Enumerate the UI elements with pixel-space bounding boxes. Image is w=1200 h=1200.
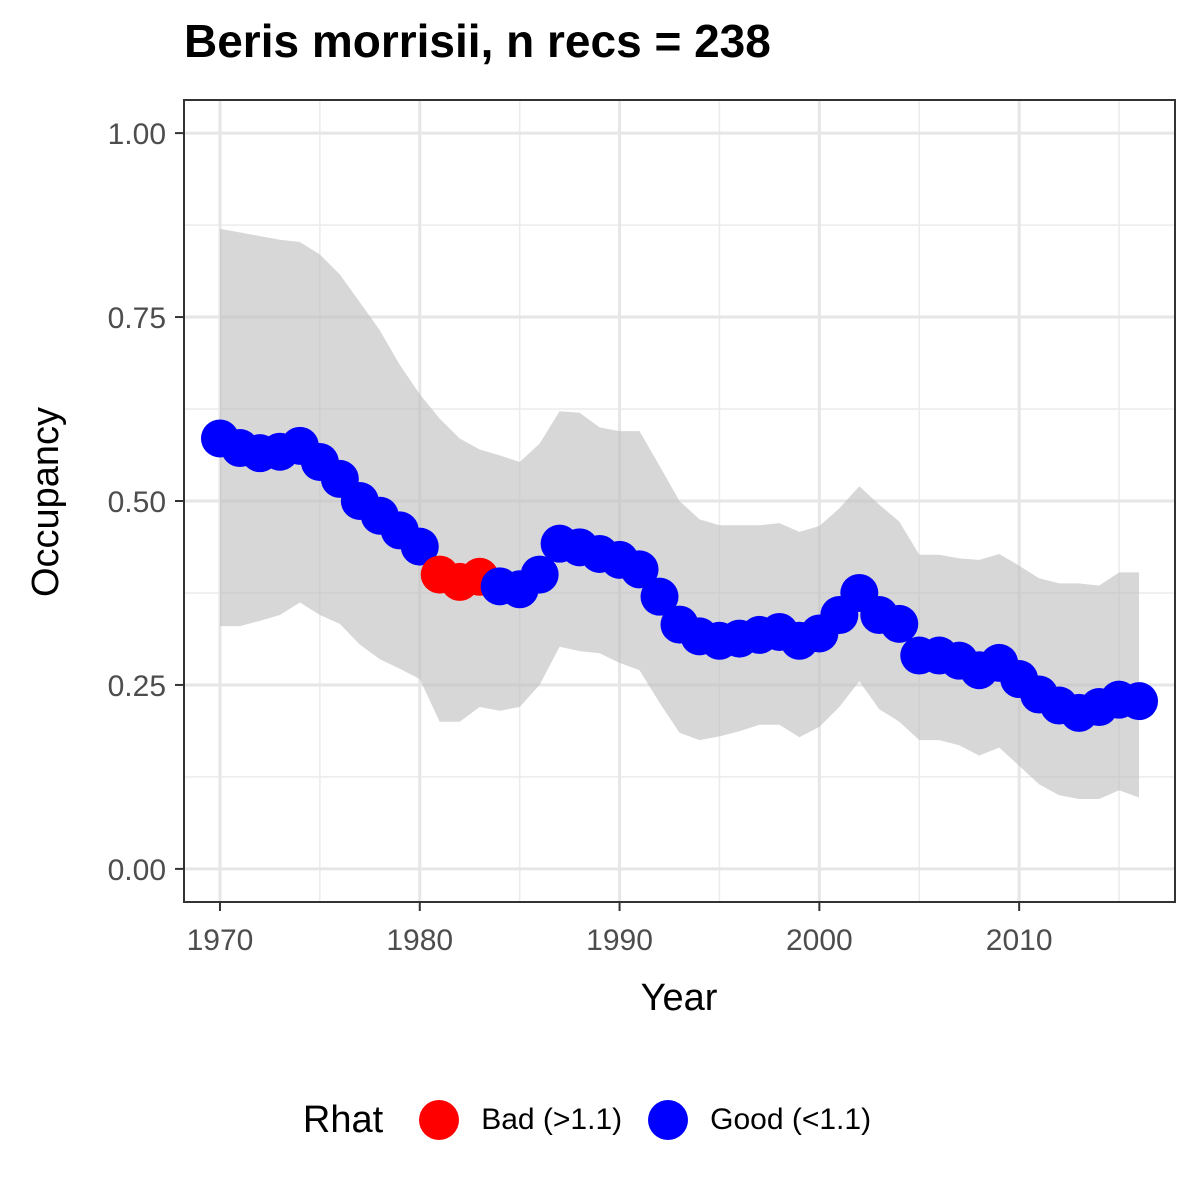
occupancy-plot: 1970 1980 1990 2000 2010 0.00 0.25 0.50 0.75 1.00…	[25, 99, 1176, 1019]
y-axis-title: Occupancy	[25, 407, 67, 597]
data-point-2016	[1120, 682, 1159, 721]
y-tick-label: 1.00	[108, 118, 166, 151]
x-tick-label: 1980	[386, 924, 453, 957]
chart-title: Beris morrisii, n recs = 238	[184, 15, 771, 67]
legend-title: Rhat	[302, 1098, 384, 1141]
data-point-2004	[880, 604, 919, 643]
legend-item-bad: Bad (>1.1)	[419, 1100, 622, 1140]
y-tick-label: 0.00	[108, 854, 166, 887]
data-point-1992	[640, 577, 679, 616]
legend-label-bad: Bad (>1.1)	[481, 1103, 623, 1136]
data-point-1986	[520, 555, 559, 594]
legend-label-good: Good (<1.1)	[710, 1103, 872, 1136]
legend-swatch-good	[648, 1100, 689, 1140]
legend: Rhat Bad (>1.1) Good (<1.1)	[0, 1085, 1200, 1155]
legend-item-good: Good (<1.1)	[648, 1100, 871, 1140]
legend-swatch-bad	[419, 1100, 460, 1140]
axes: 1970 1980 1990 2000 2010 0.00 0.25 0.50 0.75 1.00	[108, 118, 1053, 957]
x-tick-label: 2000	[786, 924, 853, 957]
x-axis-title: Year	[641, 977, 718, 1019]
occupancy-series	[200, 419, 1159, 732]
y-tick-label: 0.50	[108, 486, 166, 519]
y-tick-label: 0.75	[108, 302, 166, 335]
data-point-1991	[620, 550, 659, 589]
x-tick-label: 1970	[187, 924, 254, 957]
data-point-1980	[400, 527, 439, 566]
x-tick-label: 1990	[586, 924, 653, 957]
y-tick-label: 0.25	[108, 670, 166, 703]
x-tick-label: 2010	[986, 924, 1053, 957]
